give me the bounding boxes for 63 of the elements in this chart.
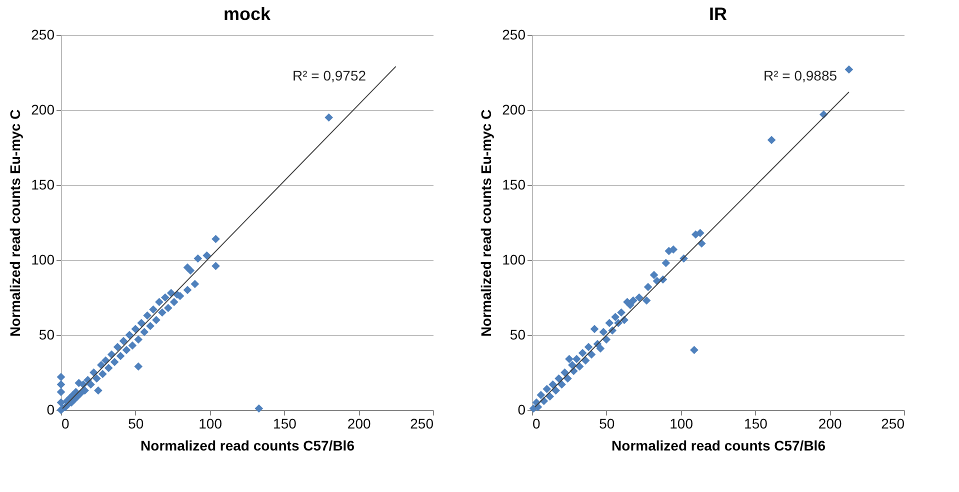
point [650, 270, 658, 280]
point [587, 350, 596, 359]
y-tick-label: 250 [502, 26, 526, 42]
y-tick-label: 200 [31, 102, 55, 118]
point [542, 384, 552, 394]
y-tick-label: 200 [502, 102, 526, 118]
point [584, 342, 593, 352]
y-tick-label: 50 [510, 326, 526, 342]
x-tick-label: 50 [599, 416, 615, 432]
point [634, 293, 644, 302]
annotation: R² = 0,9885 [763, 67, 838, 84]
y-tick-label: 100 [31, 252, 55, 268]
point [629, 296, 638, 305]
y-tick-label: 150 [31, 176, 55, 192]
point [548, 380, 558, 389]
point [568, 360, 576, 370]
y-axis-title: Normalized read counts Eu-myc C [478, 109, 494, 337]
x-axis-title: Normalized read counts C57/Bl6 [140, 438, 355, 454]
point [644, 282, 652, 292]
point [599, 328, 608, 336]
x-tick-label: 250 [881, 416, 905, 432]
point [572, 354, 581, 364]
x-tick-label: 250 [410, 416, 434, 432]
x-tick-label: 0 [532, 416, 540, 432]
point [767, 136, 776, 144]
x-tick-label: 0 [62, 416, 70, 432]
point [581, 356, 590, 365]
x-tick-label: 200 [818, 416, 842, 432]
x-tick-label: 150 [744, 416, 768, 432]
point [662, 258, 670, 268]
point [546, 392, 554, 401]
x-tick-label: 100 [198, 416, 222, 432]
y-tick-label: 100 [502, 252, 526, 268]
chart-title: IR [709, 4, 727, 24]
point [844, 65, 854, 74]
annotation: R² = 0,9752 [292, 67, 366, 84]
point [611, 312, 620, 322]
y-tick-label: 50 [38, 326, 55, 342]
point [669, 245, 678, 254]
y-axis-title: Normalized read counts Eu-myc C [7, 109, 24, 337]
point [565, 354, 574, 364]
point [602, 335, 611, 344]
y-tick-label: 0 [46, 402, 55, 418]
y-tick-label: 0 [518, 402, 526, 418]
y-tick-label: 250 [31, 26, 55, 42]
x-axis-title: Normalized read counts C57/Bl6 [612, 438, 826, 454]
point [560, 368, 569, 377]
point [605, 318, 614, 328]
point [554, 374, 563, 383]
point [596, 344, 605, 353]
chart-title: mock [223, 4, 272, 24]
x-tick-label: 200 [347, 416, 371, 432]
point [690, 346, 698, 354]
point [642, 296, 651, 305]
point [617, 308, 626, 317]
point [536, 390, 546, 400]
y-tick-label: 150 [502, 176, 526, 192]
x-tick-label: 150 [273, 416, 297, 432]
x-tick-label: 50 [128, 416, 144, 432]
point [578, 348, 587, 358]
point [575, 362, 584, 371]
point [590, 324, 599, 334]
x-tick-label: 100 [670, 416, 694, 432]
